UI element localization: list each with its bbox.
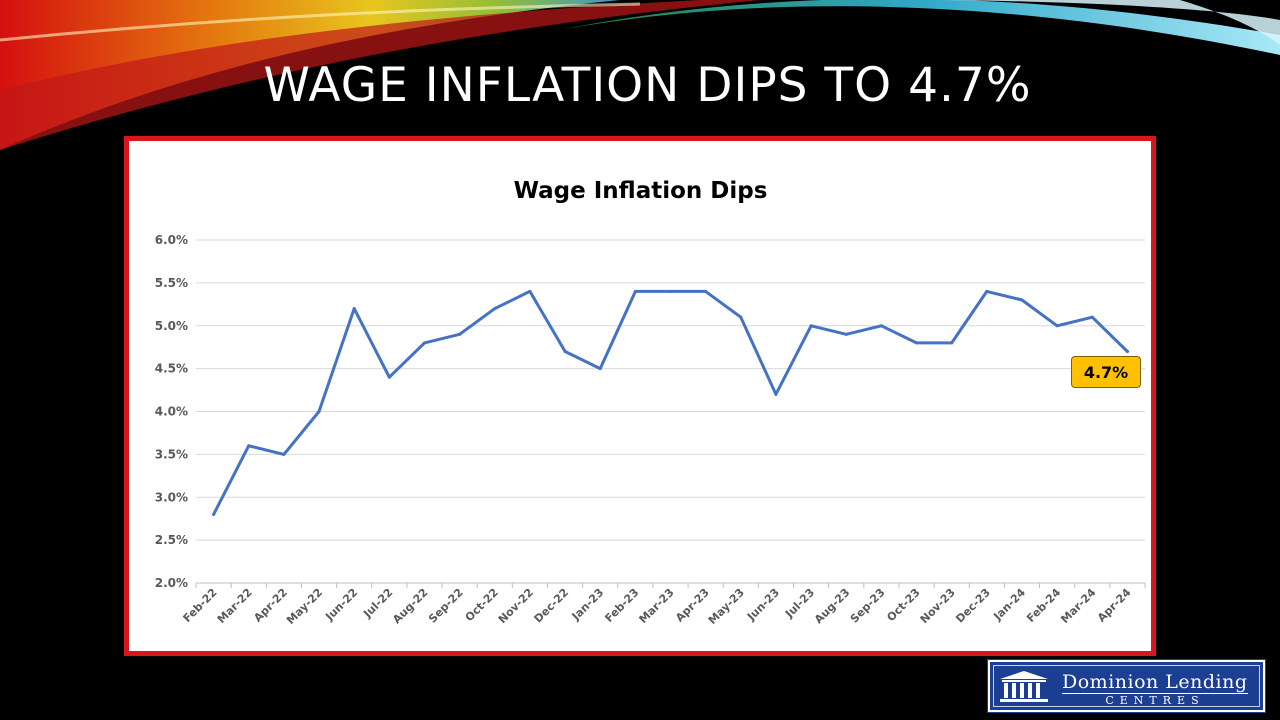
data-point	[387, 375, 391, 379]
x-tick-label: Jul-22	[360, 586, 395, 621]
latest-value-callout: 4.7%	[1071, 356, 1141, 388]
x-tick-label: May-23	[706, 586, 747, 627]
x-tick-label: Jul-23	[782, 586, 817, 621]
data-point	[985, 289, 989, 293]
data-point	[493, 307, 497, 311]
data-point	[458, 332, 462, 336]
data-point	[633, 289, 637, 293]
company-logo: Dominion Lending CENTRES	[987, 659, 1266, 713]
x-tick-label: Jan-23	[569, 586, 607, 624]
data-point	[317, 410, 321, 413]
data-point	[774, 392, 778, 396]
x-tick-label: Nov-23	[918, 586, 958, 626]
slide-title: WAGE INFLATION DIPS TO 4.7%	[263, 58, 1032, 113]
data-point	[1090, 315, 1094, 319]
x-tick-label: Jun-23	[744, 586, 782, 624]
x-tick-label: Dec-23	[953, 586, 993, 626]
data-point	[704, 289, 708, 293]
data-point	[352, 307, 356, 311]
y-tick-label: 2.5%	[155, 533, 188, 547]
x-tick-label: Oct-22	[463, 586, 501, 624]
y-tick-label: 3.0%	[155, 490, 188, 504]
y-tick-label: 4.5%	[155, 362, 188, 376]
chart-title: Wage Inflation Dips	[514, 178, 768, 204]
logo-name: Dominion Lending	[1062, 671, 1248, 693]
x-tick-label: Aug-22	[390, 586, 430, 626]
data-point	[1055, 324, 1059, 328]
x-tick-label: Feb-23	[602, 586, 641, 625]
x-tick-label: Oct-23	[884, 586, 922, 624]
x-tick-label: Mar-23	[637, 586, 677, 626]
x-tick-label: May-22	[284, 586, 325, 627]
data-point	[739, 315, 743, 319]
logo-subtitle: CENTRES	[1105, 694, 1205, 707]
x-tick-label: Jan-24	[990, 586, 1028, 624]
data-point	[915, 341, 919, 345]
data-point	[563, 349, 567, 353]
data-point	[212, 512, 216, 516]
data-point	[1020, 298, 1024, 302]
y-tick-label: 5.5%	[155, 276, 188, 290]
y-tick-label: 2.0%	[155, 576, 188, 590]
data-point	[282, 452, 286, 456]
x-tick-label: Mar-22	[215, 586, 255, 626]
data-point	[528, 289, 532, 293]
data-point	[1125, 349, 1129, 353]
data-point	[809, 324, 813, 328]
x-tick-label: Feb-24	[1024, 586, 1063, 625]
data-point	[422, 341, 426, 345]
building-columns-icon	[1000, 671, 1048, 702]
data-point	[669, 289, 672, 293]
x-tick-label: Apr-24	[1095, 586, 1134, 625]
x-tick-label: Feb-22	[181, 586, 220, 625]
x-tick-label: Aug-23	[812, 586, 852, 626]
data-point	[844, 332, 848, 336]
data-point	[950, 341, 954, 345]
data-point	[598, 367, 602, 371]
data-point	[247, 444, 251, 448]
x-tick-label: Nov-22	[496, 586, 536, 626]
chart-frame: Wage Inflation Dips 2.0% 2.5% 3.0% 3.5% 4.0% 4…	[124, 136, 1156, 656]
series-line	[212, 289, 1129, 516]
x-tick-label: Mar-24	[1058, 586, 1098, 626]
data-point	[879, 324, 883, 328]
decorative-swoosh	[0, 0, 1280, 150]
line-chart: Wage Inflation Dips 2.0% 2.5% 3.0% 3.5% 4.0% 4…	[155, 178, 1146, 627]
x-tick-label: Sep-23	[848, 586, 888, 626]
x-tick-label: Sep-22	[426, 586, 466, 626]
x-tick-label: Dec-22	[532, 586, 572, 626]
x-tick-label: Jun-22	[322, 586, 360, 624]
y-tick-label: 6.0%	[155, 233, 188, 247]
y-tick-label: 4.0%	[155, 405, 188, 419]
y-tick-label: 3.5%	[155, 447, 188, 461]
y-tick-label: 5.0%	[155, 319, 188, 333]
